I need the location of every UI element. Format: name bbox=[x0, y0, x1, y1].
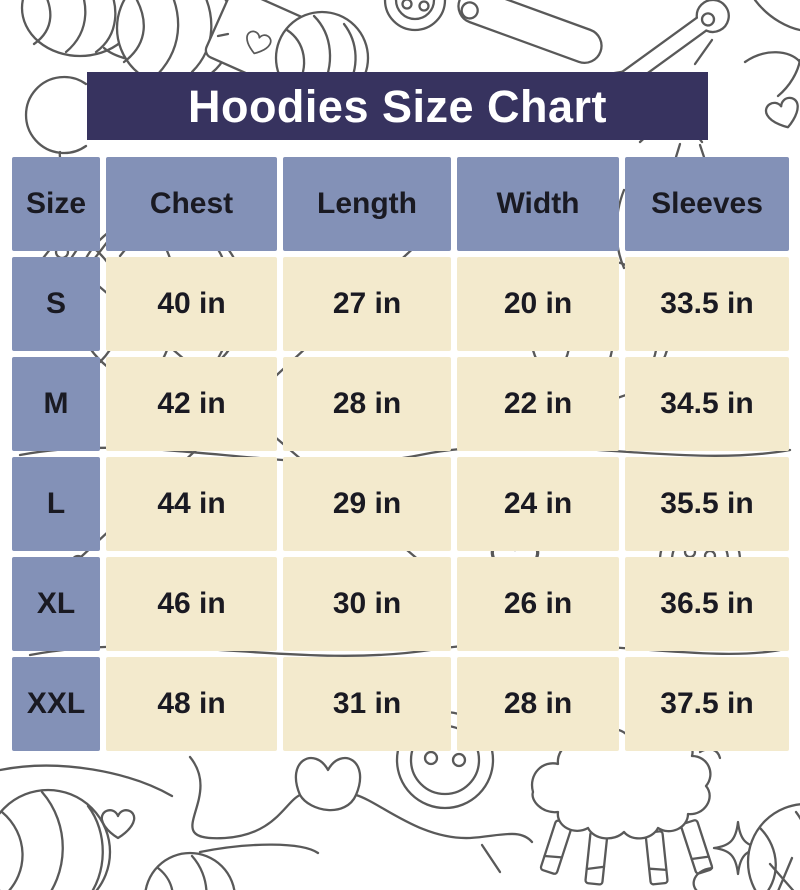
cell-s-length: 27 in bbox=[283, 257, 451, 351]
cell-xl-chest: 46 in bbox=[106, 557, 277, 651]
row-label-m: M bbox=[12, 357, 100, 451]
yarn-string-icon bbox=[198, 843, 320, 855]
cell-xxl-chest: 48 in bbox=[106, 657, 277, 751]
yarn-string-heart-icon bbox=[188, 755, 534, 844]
cell-l-chest: 44 in bbox=[106, 457, 277, 551]
cell-s-sleeves: 33.5 in bbox=[625, 257, 789, 351]
yarn-ball-icon bbox=[115, 0, 235, 88]
cell-m-width: 22 in bbox=[457, 357, 619, 451]
size-chart-table: Size Chest Length Width Sleeves S 40 in … bbox=[12, 157, 789, 751]
yarn-ball-icon bbox=[144, 851, 236, 890]
heart-icon bbox=[764, 96, 799, 129]
column-header-width: Width bbox=[457, 157, 619, 251]
yarn-string-icon bbox=[0, 764, 174, 798]
cell-m-sleeves: 34.5 in bbox=[625, 357, 789, 451]
cell-xxl-sleeves: 37.5 in bbox=[625, 657, 789, 751]
heart-icon bbox=[100, 809, 136, 840]
page-title: Hoodies Size Chart bbox=[187, 80, 608, 132]
cell-s-chest: 40 in bbox=[106, 257, 277, 351]
title-banner: Hoodies Size Chart bbox=[87, 72, 708, 140]
cell-l-length: 29 in bbox=[283, 457, 451, 551]
cell-xxl-length: 31 in bbox=[283, 657, 451, 751]
cell-xxl-width: 28 in bbox=[457, 657, 619, 751]
column-header-chest: Chest bbox=[106, 157, 277, 251]
cell-l-sleeves: 35.5 in bbox=[625, 457, 789, 551]
cell-l-width: 24 in bbox=[457, 457, 619, 551]
cell-xl-length: 30 in bbox=[283, 557, 451, 651]
row-label-l: L bbox=[12, 457, 100, 551]
sheep-icon bbox=[530, 725, 722, 886]
column-header-length: Length bbox=[283, 157, 451, 251]
yarn-ball-icon bbox=[24, 75, 88, 167]
yarn-ball-icon bbox=[0, 788, 112, 890]
column-header-sleeves: Sleeves bbox=[625, 157, 789, 251]
button-icon bbox=[383, 0, 447, 32]
cell-xl-width: 26 in bbox=[457, 557, 619, 651]
heart-icon bbox=[246, 30, 272, 55]
column-header-size: Size bbox=[12, 157, 100, 251]
safety-pin-icon bbox=[457, 0, 603, 64]
cell-m-length: 28 in bbox=[283, 357, 451, 451]
cell-s-width: 20 in bbox=[457, 257, 619, 351]
cell-xl-sleeves: 36.5 in bbox=[625, 557, 789, 651]
yarn-string-icon bbox=[743, 0, 800, 98]
row-label-xxl: XXL bbox=[12, 657, 100, 751]
row-label-s: S bbox=[12, 257, 100, 351]
row-label-xl: XL bbox=[12, 557, 100, 651]
yarn-ball-icon bbox=[746, 803, 800, 890]
cell-m-chest: 42 in bbox=[106, 357, 277, 451]
